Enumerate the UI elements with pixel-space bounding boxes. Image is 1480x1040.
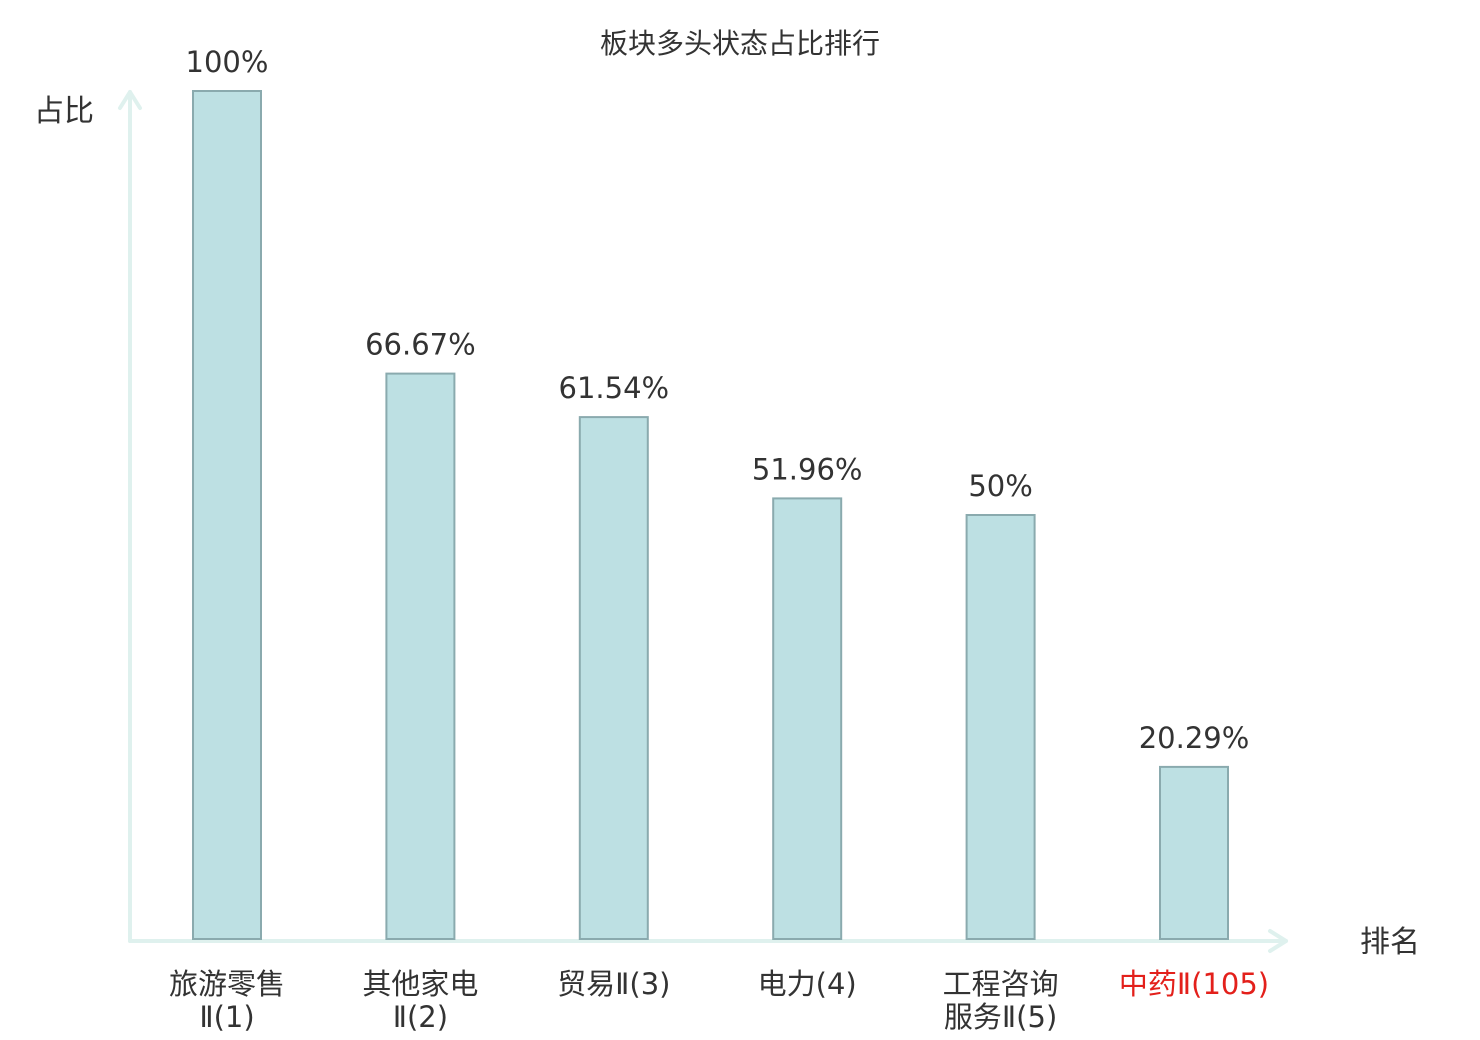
bar-5 [965, 514, 1036, 940]
category-label-3-line-1: 贸易Ⅱ(3) [557, 967, 670, 1001]
chart-title: 板块多头状态占比排行 [600, 27, 880, 60]
bars [192, 90, 1229, 941]
value-label-2: 66.67% [365, 328, 476, 362]
value-label-4: 51.96% [752, 452, 863, 486]
x-axis-label: 排名 [1360, 925, 1420, 960]
value-label-1: 100% [186, 45, 269, 79]
bar-6 [1159, 765, 1229, 941]
bar-3 [578, 416, 649, 941]
category-label-6-line-1: 中药Ⅱ(105) [1119, 967, 1269, 1001]
value-label-5: 50% [968, 469, 1032, 503]
value-labels: 100% 66.67% 61.54% 51.96% 50% 20.29% [186, 45, 1250, 755]
category-label-5-line-1: 工程咨询 [943, 967, 1059, 1001]
bar-1 [192, 90, 262, 940]
bar-2 [385, 372, 456, 941]
y-axis-label: 占比 [34, 94, 94, 129]
category-label-2-line-1: 其他家电 [362, 967, 478, 1001]
category-label-2-line-2: Ⅱ(2) [393, 1000, 448, 1034]
x-axis-arrow [1268, 929, 1288, 953]
category-label-4-line-1: 电力(4) [758, 967, 857, 1001]
category-label-1-line-2: Ⅱ(1) [199, 1000, 254, 1034]
y-axis-arrow [118, 90, 142, 110]
category-label-1-line-1: 旅游零售 [169, 967, 285, 1001]
value-label-6: 20.29% [1139, 721, 1250, 755]
category-label-5-line-2: 服务Ⅱ(5) [944, 1000, 1057, 1034]
bar-4 [772, 497, 843, 940]
axes [118, 90, 1288, 953]
value-label-3: 61.54% [559, 371, 670, 405]
